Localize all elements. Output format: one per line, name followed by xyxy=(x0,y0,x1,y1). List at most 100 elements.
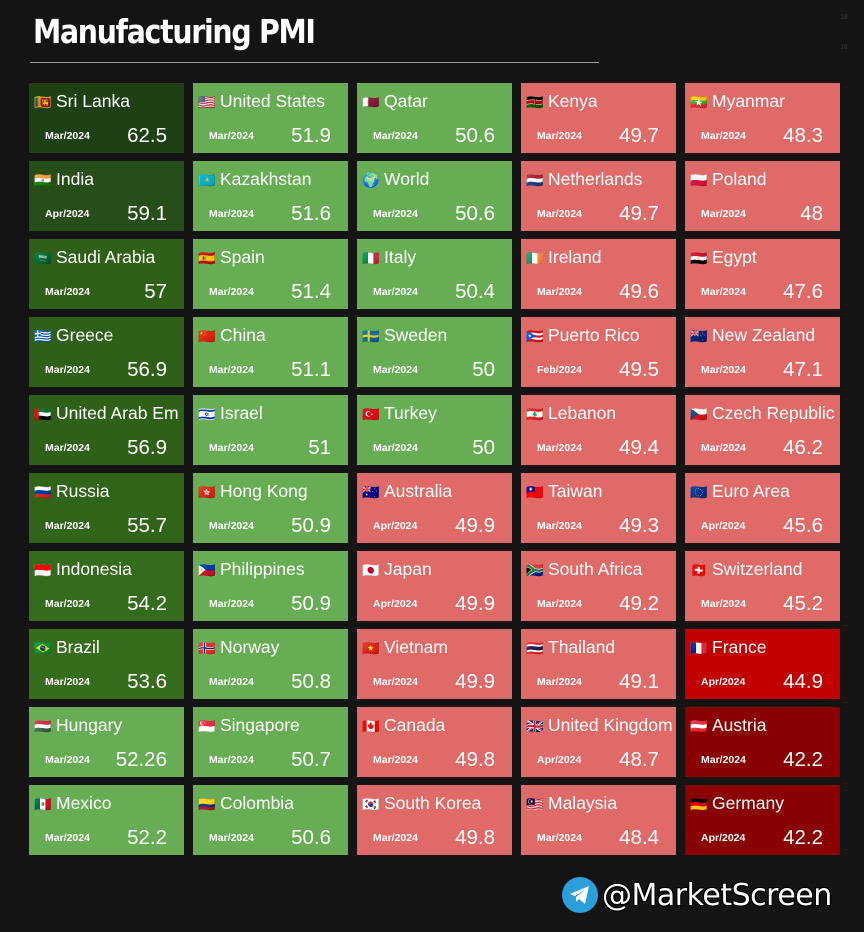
corner-mark: 18 xyxy=(840,14,848,21)
pmi-tile[interactable]: 🇱🇧 Lebanon Mar/2024 49.4 xyxy=(521,395,676,465)
country-flag-icon: 🇸🇦 xyxy=(34,250,52,266)
country-flag-icon: 🇳🇱 xyxy=(526,172,544,188)
country-name: Germany xyxy=(712,793,784,813)
brand-watermark[interactable]: @MarketScreen xyxy=(562,875,832,915)
country-name: Lebanon xyxy=(548,403,617,423)
country-name: Russia xyxy=(56,481,110,501)
pmi-tile[interactable]: 🇮🇪 Ireland Mar/2024 49.6 xyxy=(521,239,676,309)
pmi-tile[interactable]: 🇨🇳 China Mar/2024 51.1 xyxy=(193,317,348,387)
pmi-tile[interactable]: 🇳🇿 New Zealand Mar/2024 47.1 xyxy=(685,317,840,387)
pmi-tile[interactable]: 🇮🇹 Italy Mar/2024 50.4 xyxy=(357,239,512,309)
pmi-tile[interactable]: 🇸🇦 Saudi Arabia Mar/2024 57 xyxy=(29,239,184,309)
country-name: Brazil xyxy=(56,637,100,657)
pmi-tile[interactable]: 🇨🇴 Colombia Mar/2024 50.6 xyxy=(193,785,348,855)
pmi-tile[interactable]: 🇨🇿 Czech Republic Mar/2024 46.2 xyxy=(685,395,840,465)
pmi-tile[interactable]: 🇮🇩 Indonesia Mar/2024 54.2 xyxy=(29,551,184,621)
pmi-tile[interactable]: 🇪🇺 Euro Area Apr/2024 45.6 xyxy=(685,473,840,543)
pmi-tile[interactable]: 🇵🇷 Puerto Rico Feb/2024 49.5 xyxy=(521,317,676,387)
country-name: Turkey xyxy=(384,403,437,423)
pmi-tile[interactable]: 🇰🇪 Kenya Mar/2024 49.7 xyxy=(521,83,676,153)
pmi-tile[interactable]: 🇮🇱 Israel Mar/2024 51 xyxy=(193,395,348,465)
pmi-tile[interactable]: 🇭🇺 Hungary Mar/2024 52.26 xyxy=(29,707,184,777)
country-flag-icon: 🇰🇪 xyxy=(526,94,544,110)
pmi-tile[interactable]: 🇻🇳 Vietnam Mar/2024 49.9 xyxy=(357,629,512,699)
pmi-tile[interactable]: 🇵🇱 Poland Mar/2024 48 xyxy=(685,161,840,231)
report-date: Mar/2024 xyxy=(45,598,90,610)
country-flag-icon: 🇮🇳 xyxy=(34,172,52,188)
pmi-tile[interactable]: 🇲🇾 Malaysia Mar/2024 48.4 xyxy=(521,785,676,855)
pmi-tile-grid: 🇱🇰 Sri Lanka Mar/2024 62.5 🇮🇳 India Apr/2024 59… xyxy=(29,83,840,855)
country-name: Czech Republic xyxy=(712,403,835,423)
country-name: United Arab Em xyxy=(56,403,179,423)
country-name: Sri Lanka xyxy=(56,91,130,111)
country-name: South Korea xyxy=(384,793,482,813)
pmi-tile[interactable]: 🇶🇦 Qatar Mar/2024 50.6 xyxy=(357,83,512,153)
pmi-tile[interactable]: 🇸🇬 Singapore Mar/2024 50.7 xyxy=(193,707,348,777)
pmi-value: 53.6 xyxy=(127,670,167,693)
pmi-tile[interactable]: 🇲🇽 Mexico Mar/2024 52.2 xyxy=(29,785,184,855)
pmi-value: 45.6 xyxy=(783,514,823,537)
pmi-tile[interactable]: 🌍 World Mar/2024 50.6 xyxy=(357,161,512,231)
report-date: Mar/2024 xyxy=(45,676,90,688)
pmi-value: 49.7 xyxy=(619,124,659,147)
country-flag-icon: 🇷🇺 xyxy=(34,484,52,500)
pmi-tile[interactable]: 🇹🇷 Turkey Mar/2024 50 xyxy=(357,395,512,465)
country-name: Thailand xyxy=(548,637,616,657)
pmi-tile[interactable]: 🇳🇱 Netherlands Mar/2024 49.7 xyxy=(521,161,676,231)
pmi-value: 52.26 xyxy=(115,748,167,771)
pmi-tile[interactable]: 🇳🇴 Norway Mar/2024 50.8 xyxy=(193,629,348,699)
pmi-tile[interactable]: 🇰🇷 South Korea Mar/2024 49.8 xyxy=(357,785,512,855)
report-date: Apr/2024 xyxy=(701,832,746,844)
country-name: Indonesia xyxy=(56,559,132,579)
country-name: Hungary xyxy=(56,715,123,735)
pmi-tile[interactable]: 🇦🇹 Austria Mar/2024 42.2 xyxy=(685,707,840,777)
pmi-tile[interactable]: 🇷🇺 Russia Mar/2024 55.7 xyxy=(29,473,184,543)
pmi-tile[interactable]: 🇪🇬 Egypt Mar/2024 47.6 xyxy=(685,239,840,309)
report-date: Mar/2024 xyxy=(45,520,90,532)
pmi-tile[interactable]: 🇨🇦 Canada Mar/2024 49.8 xyxy=(357,707,512,777)
pmi-tile[interactable]: 🇹🇭 Thailand Mar/2024 49.1 xyxy=(521,629,676,699)
pmi-tile[interactable]: 🇱🇰 Sri Lanka Mar/2024 62.5 xyxy=(29,83,184,153)
pmi-value: 46.2 xyxy=(783,436,823,459)
pmi-tile[interactable]: 🇬🇷 Greece Mar/2024 56.9 xyxy=(29,317,184,387)
report-date: Mar/2024 xyxy=(373,676,418,688)
pmi-tile[interactable]: 🇿🇦 South Africa Mar/2024 49.2 xyxy=(521,551,676,621)
pmi-value: 42.2 xyxy=(783,826,823,849)
country-flag-icon: 🇳🇴 xyxy=(198,640,216,656)
pmi-tile[interactable]: 🇦🇺 Australia Apr/2024 49.9 xyxy=(357,473,512,543)
title-divider xyxy=(30,62,599,63)
pmi-tile[interactable]: 🇹🇼 Taiwan Mar/2024 49.3 xyxy=(521,473,676,543)
country-flag-icon: 🇹🇭 xyxy=(526,640,544,656)
country-flag-icon: 🇦🇹 xyxy=(690,718,708,734)
pmi-tile[interactable]: 🇵🇭 Philippines Mar/2024 50.9 xyxy=(193,551,348,621)
pmi-tile[interactable]: 🇯🇵 Japan Apr/2024 49.9 xyxy=(357,551,512,621)
pmi-tile[interactable]: 🇲🇲 Myanmar Mar/2024 48.3 xyxy=(685,83,840,153)
country-flag-icon: 🇹🇼 xyxy=(526,484,544,500)
pmi-tile[interactable]: 🇰🇿 Kazakhstan Mar/2024 51.6 xyxy=(193,161,348,231)
pmi-value: 49.6 xyxy=(619,280,659,303)
pmi-tile[interactable]: 🇩🇪 Germany Apr/2024 42.2 xyxy=(685,785,840,855)
country-name: Kazakhstan xyxy=(220,169,312,189)
country-flag-icon: 🇭🇰 xyxy=(198,484,216,500)
country-name: Philippines xyxy=(220,559,305,579)
pmi-tile[interactable]: 🇺🇸 United States Mar/2024 51.9 xyxy=(193,83,348,153)
country-flag-icon: 🇨🇭 xyxy=(690,562,708,578)
report-date: Mar/2024 xyxy=(373,208,418,220)
report-date: Apr/2024 xyxy=(373,520,418,532)
pmi-tile[interactable]: 🇦🇪 United Arab Em Mar/2024 56.9 xyxy=(29,395,184,465)
pmi-tile[interactable]: 🇬🇧 United Kingdom Apr/2024 48.7 xyxy=(521,707,676,777)
pmi-tile[interactable]: 🇧🇷 Brazil Mar/2024 53.6 xyxy=(29,629,184,699)
pmi-tile[interactable]: 🇫🇷 France Apr/2024 44.9 xyxy=(685,629,840,699)
country-name: Canada xyxy=(384,715,446,735)
pmi-value: 54.2 xyxy=(127,592,167,615)
pmi-value: 50.6 xyxy=(291,826,331,849)
pmi-tile[interactable]: 🇮🇳 India Apr/2024 59.1 xyxy=(29,161,184,231)
pmi-value: 47.1 xyxy=(783,358,823,381)
pmi-tile[interactable]: 🇭🇰 Hong Kong Mar/2024 50.9 xyxy=(193,473,348,543)
pmi-value: 50.6 xyxy=(455,124,495,147)
country-flag-icon: 🇬🇷 xyxy=(34,328,52,344)
pmi-tile[interactable]: 🇨🇭 Switzerland Mar/2024 45.2 xyxy=(685,551,840,621)
pmi-tile[interactable]: 🇪🇸 Spain Mar/2024 51.4 xyxy=(193,239,348,309)
country-name: New Zealand xyxy=(712,325,816,345)
pmi-tile[interactable]: 🇸🇪 Sweden Mar/2024 50 xyxy=(357,317,512,387)
